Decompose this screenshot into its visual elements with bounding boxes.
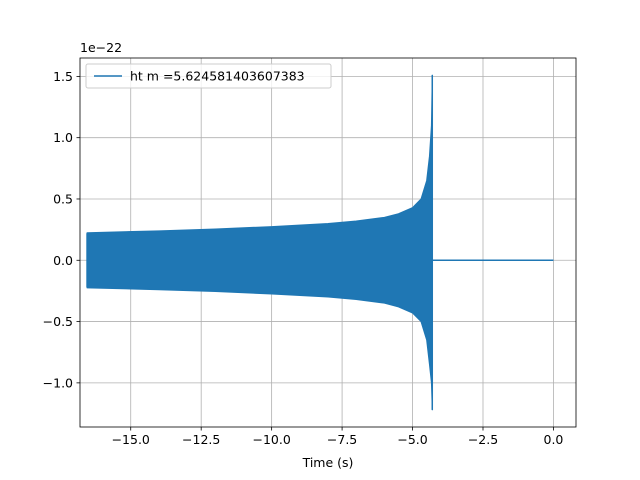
x-tick-label: −7.5 — [327, 432, 357, 447]
axis-ticks: −15.0 −12.5 −10.0 −7.5 −5.0 −2.5 0.0 −1.0 −0.5 0.… — [43, 69, 564, 447]
y-tick-label: 0.5 — [53, 191, 73, 206]
legend-entry: ht m =5.624581403607383 — [130, 69, 305, 84]
y-tick-label: 1.5 — [53, 69, 73, 84]
y-scale-label: 1e−22 — [80, 40, 122, 55]
y-tick-label: 1.0 — [53, 130, 73, 145]
x-axis-label: Time (s) — [302, 455, 354, 470]
axes-frame — [79, 57, 577, 428]
x-tick-label: −5.0 — [397, 432, 427, 447]
y-tick-label: 0.0 — [53, 253, 73, 268]
x-tick-label: −15.0 — [112, 432, 150, 447]
plot-area — [86, 74, 554, 411]
x-tick-label: −10.0 — [252, 432, 290, 447]
x-tick-label: 0.0 — [544, 432, 564, 447]
x-tick-label: −2.5 — [468, 432, 498, 447]
legend: ht m =5.624581403607383 — [85, 63, 332, 89]
x-tick-label: −12.5 — [182, 432, 220, 447]
legend-box — [85, 63, 332, 89]
y-tick-label: −0.5 — [43, 314, 73, 329]
y-tick-label: −1.0 — [43, 375, 73, 390]
